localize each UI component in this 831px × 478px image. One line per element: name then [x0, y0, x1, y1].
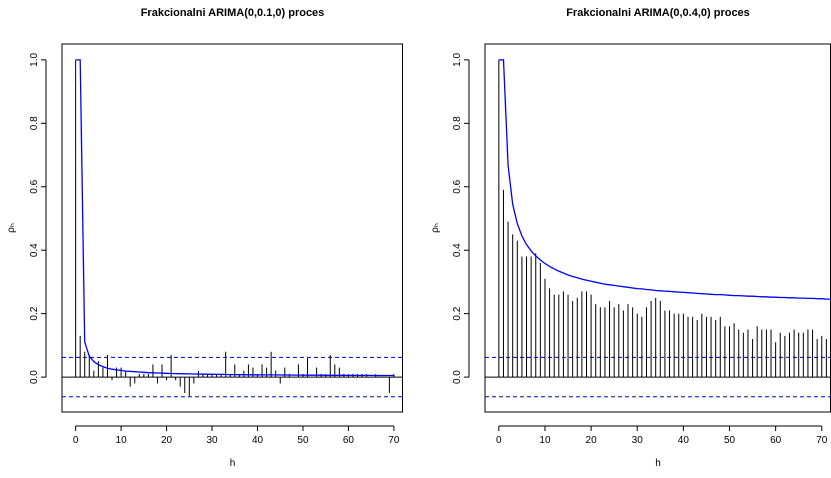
x-tick-label: 40: [252, 435, 264, 446]
y-tick-label: 0.4: [452, 243, 463, 257]
x-tick-label: 10: [539, 435, 551, 446]
x-tick-label: 20: [586, 435, 598, 446]
chart-title: Frakcionalni ARIMA(0,0.1,0) proces: [141, 7, 325, 19]
y-tick-label: 1.0: [29, 52, 40, 66]
x-tick-label: 70: [816, 435, 828, 446]
x-tick-label: 50: [724, 435, 736, 446]
x-tick-label: 60: [770, 435, 782, 446]
y-tick-label: 0.2: [452, 306, 463, 320]
x-tick-label: 10: [116, 435, 128, 446]
plot-frame: [484, 43, 831, 413]
y-tick-label: 0.2: [29, 306, 40, 320]
x-axis-label: h: [230, 458, 236, 469]
x-tick-label: 60: [343, 435, 355, 446]
y-tick-label: 0.8: [452, 116, 463, 130]
x-tick-label: 40: [678, 435, 690, 446]
theoretical-acf-line: [75, 59, 394, 377]
x-tick-label: 0: [73, 435, 79, 446]
x-tick-label: 0: [496, 435, 502, 446]
y-tick-label: 0.0: [452, 370, 463, 384]
y-tick-label: 0.6: [452, 179, 463, 193]
y-tick-label: 0.8: [29, 116, 40, 130]
plot-frame: [61, 43, 403, 413]
x-tick-label: 70: [388, 435, 400, 446]
theoretical-acf-line: [498, 59, 831, 300]
x-tick-label: 30: [632, 435, 644, 446]
x-tick-label: 20: [161, 435, 173, 446]
y-tick-label: 1.0: [452, 52, 463, 66]
x-tick-label: 50: [297, 435, 309, 446]
chart-panel-left: Frakcionalni ARIMA(0,0.1,0) proces h ρₕ …: [6, 7, 403, 469]
chart-panel-right: Frakcionalni ARIMA(0,0.4,0) proces h ρₕ …: [430, 7, 831, 469]
y-tick-label: 0.0: [29, 370, 40, 384]
x-tick-label: 30: [206, 435, 218, 446]
chart-title: Frakcionalni ARIMA(0,0.4,0) proces: [566, 7, 750, 19]
y-axis-label: ρₕ: [430, 223, 441, 233]
y-axis-label: ρₕ: [6, 223, 17, 233]
y-tick-label: 0.4: [29, 243, 40, 257]
y-tick-label: 0.6: [29, 179, 40, 193]
x-axis-label: h: [655, 458, 661, 469]
